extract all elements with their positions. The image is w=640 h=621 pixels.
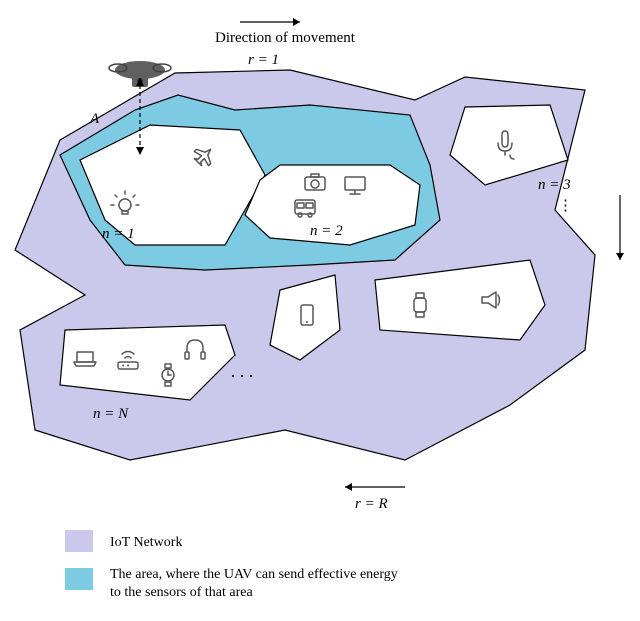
direction-arrow-bottom [345,483,405,491]
direction-arrow-top [240,18,300,26]
legend-network-text: IoT Network [110,535,182,550]
n3-label: n = 3 [538,177,571,193]
direction-arrow-right [616,195,624,260]
n2-label: n = 2 [310,223,343,239]
legend-area-text1: The area, where the UAV can send effecti… [110,567,398,582]
legend-area-text2: to the sensors of that area [110,585,253,600]
diagram-svg: Direction of movement r = 1 r = R A [10,10,630,610]
diagram-container: Direction of movement r = 1 r = R A [10,10,630,610]
vdots: ⋮ [558,198,573,214]
h-dots: ··· [230,366,257,386]
A-label: A [89,111,100,127]
n1-label: n = 1 [102,226,135,242]
direction-label: Direction of movement [215,30,356,46]
nN-label: n = N [93,406,129,422]
r1-label: r = 1 [248,52,279,68]
legend-swatch-area [65,568,93,590]
rR-label: r = R [355,496,388,512]
legend-swatch-network [65,530,93,552]
